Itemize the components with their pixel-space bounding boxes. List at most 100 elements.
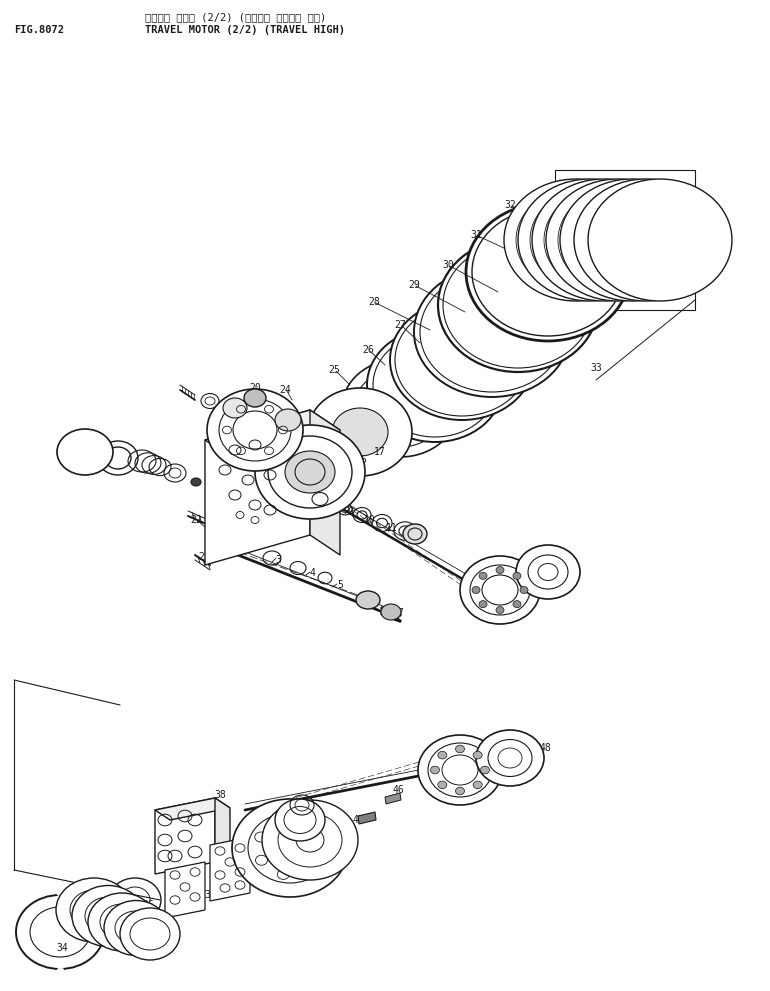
Text: 35: 35 xyxy=(150,925,162,935)
Text: 22: 22 xyxy=(190,515,202,525)
Text: 9: 9 xyxy=(347,507,353,517)
Polygon shape xyxy=(555,170,695,310)
Ellipse shape xyxy=(456,787,464,795)
Text: 24: 24 xyxy=(279,385,291,395)
Text: 15: 15 xyxy=(342,461,354,471)
Ellipse shape xyxy=(312,493,328,505)
Ellipse shape xyxy=(532,179,676,301)
Polygon shape xyxy=(155,798,230,820)
Ellipse shape xyxy=(56,878,132,942)
Text: 41: 41 xyxy=(309,847,321,857)
Ellipse shape xyxy=(104,901,168,955)
Ellipse shape xyxy=(275,799,325,841)
Text: 40: 40 xyxy=(279,863,291,873)
Ellipse shape xyxy=(546,179,690,301)
Text: 37: 37 xyxy=(204,890,216,900)
Text: 35: 35 xyxy=(124,907,136,917)
Text: 36: 36 xyxy=(142,900,154,910)
Text: 23: 23 xyxy=(198,552,210,562)
Text: ソワコク モータ (2/2) (ソワコク ソーウク ヨウ): ソワコク モータ (2/2) (ソワコク ソーウク ヨウ) xyxy=(145,12,326,22)
Text: 2: 2 xyxy=(255,530,261,540)
Text: 34: 34 xyxy=(56,943,68,953)
Text: 18: 18 xyxy=(255,413,267,423)
Polygon shape xyxy=(165,862,205,918)
Ellipse shape xyxy=(255,425,365,519)
Text: 6: 6 xyxy=(365,593,371,603)
Ellipse shape xyxy=(342,359,458,457)
Ellipse shape xyxy=(367,328,503,442)
Ellipse shape xyxy=(308,388,412,476)
Polygon shape xyxy=(210,837,250,901)
Text: 30: 30 xyxy=(442,260,454,270)
Ellipse shape xyxy=(418,735,502,805)
Ellipse shape xyxy=(518,179,662,301)
Ellipse shape xyxy=(516,545,580,599)
Text: 31: 31 xyxy=(470,230,482,240)
Ellipse shape xyxy=(414,267,570,397)
Ellipse shape xyxy=(262,800,358,880)
Text: 29: 29 xyxy=(408,280,420,290)
Ellipse shape xyxy=(223,398,247,418)
Ellipse shape xyxy=(232,799,348,897)
Ellipse shape xyxy=(88,893,156,951)
Text: 20: 20 xyxy=(249,383,261,393)
Text: 3: 3 xyxy=(275,555,281,565)
Text: TRAVEL MOTOR (2/2) (TRAVEL HIGH): TRAVEL MOTOR (2/2) (TRAVEL HIGH) xyxy=(145,25,345,35)
Text: 45: 45 xyxy=(352,815,364,825)
Ellipse shape xyxy=(438,781,447,789)
Polygon shape xyxy=(205,410,310,565)
Ellipse shape xyxy=(403,524,427,544)
Text: 13: 13 xyxy=(304,482,316,492)
Text: 47: 47 xyxy=(490,770,502,780)
Ellipse shape xyxy=(479,601,487,607)
Text: 19: 19 xyxy=(243,398,255,408)
Text: 43: 43 xyxy=(290,812,302,822)
Ellipse shape xyxy=(332,408,388,456)
Text: FIG.8072: FIG.8072 xyxy=(14,25,64,35)
Ellipse shape xyxy=(430,766,440,774)
Ellipse shape xyxy=(480,766,490,774)
Ellipse shape xyxy=(472,587,480,594)
Text: 44: 44 xyxy=(321,818,333,828)
Ellipse shape xyxy=(244,389,266,407)
Text: 28: 28 xyxy=(368,297,380,307)
Text: 11: 11 xyxy=(386,523,398,533)
Ellipse shape xyxy=(474,781,482,789)
Polygon shape xyxy=(310,410,340,555)
Ellipse shape xyxy=(560,179,704,301)
Ellipse shape xyxy=(438,751,447,759)
Text: 14: 14 xyxy=(326,468,338,478)
Text: 17: 17 xyxy=(374,447,386,457)
Ellipse shape xyxy=(496,567,504,574)
Ellipse shape xyxy=(390,300,534,420)
Polygon shape xyxy=(385,793,401,804)
Text: 12: 12 xyxy=(407,530,419,540)
Ellipse shape xyxy=(460,556,540,624)
Ellipse shape xyxy=(207,389,303,471)
Ellipse shape xyxy=(72,886,144,946)
Ellipse shape xyxy=(520,587,528,594)
Text: 16: 16 xyxy=(356,455,368,465)
Ellipse shape xyxy=(381,604,401,620)
Ellipse shape xyxy=(466,203,630,341)
Ellipse shape xyxy=(479,573,487,580)
Ellipse shape xyxy=(504,179,648,301)
Ellipse shape xyxy=(275,409,301,431)
Polygon shape xyxy=(215,798,230,870)
Text: 39: 39 xyxy=(239,873,251,883)
Ellipse shape xyxy=(496,606,504,613)
Text: 8: 8 xyxy=(327,497,333,507)
Ellipse shape xyxy=(513,601,521,607)
Text: 5: 5 xyxy=(337,580,343,590)
Polygon shape xyxy=(155,798,215,874)
Ellipse shape xyxy=(513,573,521,580)
Ellipse shape xyxy=(285,451,335,493)
Ellipse shape xyxy=(438,238,598,372)
Ellipse shape xyxy=(476,730,544,786)
Text: 26: 26 xyxy=(362,345,374,355)
Ellipse shape xyxy=(356,591,380,609)
Ellipse shape xyxy=(57,429,113,475)
Text: 10: 10 xyxy=(364,515,376,525)
Polygon shape xyxy=(358,812,376,824)
Ellipse shape xyxy=(456,745,464,753)
